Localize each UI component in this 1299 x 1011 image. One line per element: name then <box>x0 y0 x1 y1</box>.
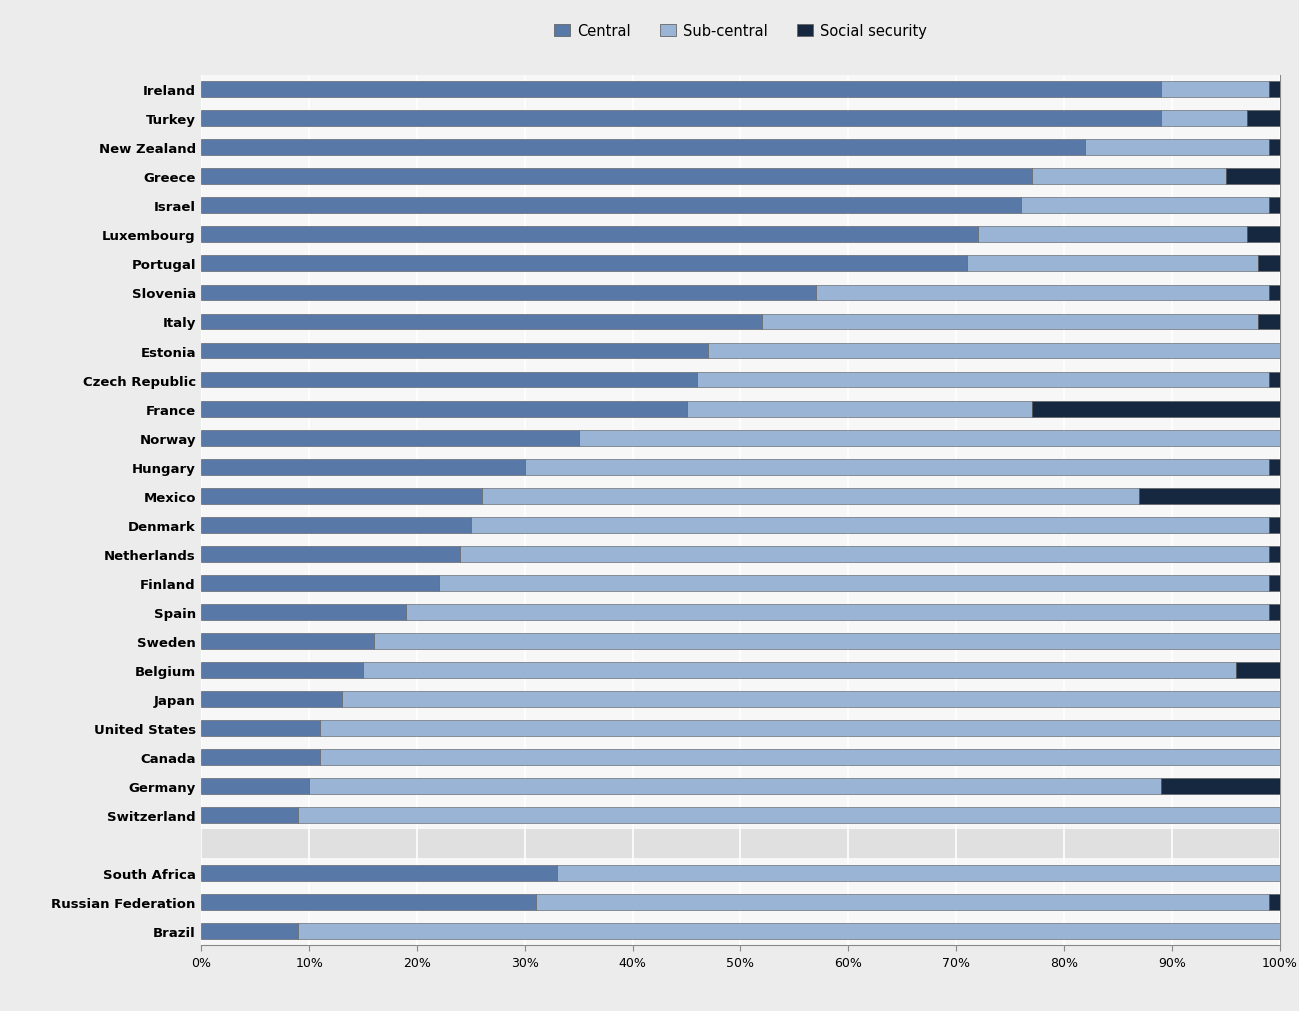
Bar <box>299 923 1280 939</box>
Bar <box>201 372 698 388</box>
Bar <box>1269 372 1280 388</box>
Legend: Central, Sub-central, Social security: Central, Sub-central, Social security <box>548 18 933 44</box>
Bar <box>201 82 1161 98</box>
Bar <box>1269 604 1280 620</box>
Bar <box>201 923 299 939</box>
Bar <box>201 285 816 301</box>
Bar <box>342 691 1280 707</box>
Bar <box>763 314 1257 331</box>
Bar <box>1247 227 1280 244</box>
Bar <box>1161 82 1269 98</box>
Bar <box>1031 169 1225 185</box>
Bar <box>816 285 1269 301</box>
Bar <box>201 894 535 910</box>
Bar <box>460 546 1269 562</box>
Bar <box>201 662 362 678</box>
Bar <box>708 343 1280 359</box>
Bar <box>374 633 1280 649</box>
Bar <box>557 864 1280 881</box>
Bar <box>201 401 686 418</box>
Bar <box>1139 488 1280 504</box>
Bar <box>1031 401 1280 418</box>
Bar <box>201 169 1031 185</box>
Bar <box>482 488 1139 504</box>
Bar <box>320 749 1280 765</box>
Bar <box>1269 285 1280 301</box>
Bar <box>1247 111 1280 127</box>
Bar <box>201 488 482 504</box>
Bar <box>1269 575 1280 591</box>
Bar <box>698 372 1269 388</box>
Bar <box>1269 894 1280 910</box>
Bar <box>201 633 374 649</box>
Bar <box>1269 546 1280 562</box>
Bar <box>201 256 966 272</box>
Bar <box>320 720 1280 736</box>
Bar <box>201 141 1086 157</box>
Bar <box>201 864 557 881</box>
Bar <box>201 749 320 765</box>
Bar <box>407 604 1269 620</box>
Bar <box>201 575 439 591</box>
Bar <box>201 807 299 823</box>
Bar <box>1269 82 1280 98</box>
Bar <box>1269 141 1280 157</box>
Bar <box>299 807 1280 823</box>
Bar <box>201 829 1280 858</box>
Bar <box>535 894 1269 910</box>
Bar <box>309 777 1161 794</box>
Bar <box>1161 777 1280 794</box>
Bar <box>1269 517 1280 533</box>
Bar <box>1237 662 1280 678</box>
Bar <box>1021 198 1269 214</box>
Bar <box>1257 256 1280 272</box>
Bar <box>1269 459 1280 475</box>
Bar <box>525 459 1269 475</box>
Bar <box>201 314 763 331</box>
Bar <box>362 662 1237 678</box>
Bar <box>201 546 460 562</box>
Bar <box>578 430 1280 446</box>
Bar <box>201 430 578 446</box>
Bar <box>201 459 525 475</box>
Bar <box>470 517 1269 533</box>
Bar <box>1161 111 1247 127</box>
Bar <box>201 227 978 244</box>
Bar <box>1257 314 1280 331</box>
Bar <box>201 111 1161 127</box>
Bar <box>201 343 708 359</box>
Bar <box>201 198 1021 214</box>
Bar <box>201 777 309 794</box>
Bar <box>1225 169 1280 185</box>
Bar <box>201 517 470 533</box>
Bar <box>439 575 1269 591</box>
Bar <box>201 691 342 707</box>
Bar <box>978 227 1247 244</box>
Bar <box>201 604 407 620</box>
Bar <box>1086 141 1269 157</box>
Bar <box>966 256 1257 272</box>
Bar <box>201 720 320 736</box>
Bar <box>686 401 1031 418</box>
Bar <box>1269 198 1280 214</box>
